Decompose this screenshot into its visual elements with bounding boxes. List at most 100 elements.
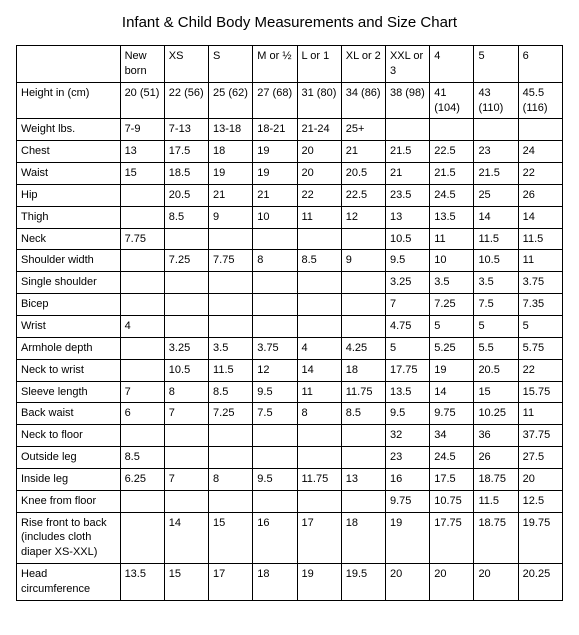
cell — [209, 272, 253, 294]
cell: 9 — [341, 250, 385, 272]
cell: 4 — [120, 315, 164, 337]
cell: 18.5 — [164, 163, 208, 185]
cell: 5.75 — [518, 337, 562, 359]
cell: 22.5 — [430, 141, 474, 163]
page-title: Infant & Child Body Measurements and Siz… — [16, 14, 563, 31]
cell: 3.25 — [385, 272, 429, 294]
cell — [385, 119, 429, 141]
row-label: Head circumference — [17, 564, 121, 601]
cell: 20.5 — [164, 184, 208, 206]
cell: 25+ — [341, 119, 385, 141]
cell: 26 — [474, 447, 518, 469]
table-row: Wrist44.75555 — [17, 315, 563, 337]
table-body: Height in (cm)20 (51)22 (56)25 (62)27 (6… — [17, 82, 563, 600]
row-label: Inside leg — [17, 468, 121, 490]
cell — [253, 490, 297, 512]
cell — [253, 425, 297, 447]
cell: 8 — [209, 468, 253, 490]
cell: 25 — [474, 184, 518, 206]
cell: 17.75 — [430, 512, 474, 564]
cell — [164, 294, 208, 316]
cell: 7.75 — [120, 228, 164, 250]
cell: 3.25 — [164, 337, 208, 359]
col-header — [17, 46, 121, 83]
row-label: Wrist — [17, 315, 121, 337]
col-header: 4 — [430, 46, 474, 83]
cell — [297, 228, 341, 250]
cell: 15.75 — [518, 381, 562, 403]
cell: 45.5 (116) — [518, 82, 562, 119]
cell — [120, 512, 164, 564]
row-label: Thigh — [17, 206, 121, 228]
cell: 9.5 — [385, 403, 429, 425]
table-row: Bicep77.257.57.35 — [17, 294, 563, 316]
cell: 5 — [474, 315, 518, 337]
cell: 8 — [164, 381, 208, 403]
cell — [209, 425, 253, 447]
col-header: M or ½ — [253, 46, 297, 83]
cell: 10.5 — [474, 250, 518, 272]
cell: 10 — [253, 206, 297, 228]
cell: 23.5 — [385, 184, 429, 206]
cell: 23 — [385, 447, 429, 469]
row-label: Shoulder width — [17, 250, 121, 272]
col-header: S — [209, 46, 253, 83]
cell: 21.5 — [430, 163, 474, 185]
cell: 4.75 — [385, 315, 429, 337]
cell — [297, 315, 341, 337]
table-row: Outside leg8.52324.52627.5 — [17, 447, 563, 469]
cell: 7 — [120, 381, 164, 403]
table-row: Sleeve length788.59.51111.7513.5141515.7… — [17, 381, 563, 403]
cell — [120, 206, 164, 228]
cell: 20 (51) — [120, 82, 164, 119]
col-header: 6 — [518, 46, 562, 83]
cell — [120, 359, 164, 381]
cell: 22 (56) — [164, 82, 208, 119]
table-row: Thigh8.591011121313.51414 — [17, 206, 563, 228]
cell: 19.5 — [341, 564, 385, 601]
row-label: Chest — [17, 141, 121, 163]
cell: 7.25 — [164, 250, 208, 272]
cell: 11.5 — [474, 228, 518, 250]
cell: 5 — [385, 337, 429, 359]
cell — [209, 294, 253, 316]
cell: 20 — [385, 564, 429, 601]
cell: 11 — [297, 206, 341, 228]
row-label: Sleeve length — [17, 381, 121, 403]
cell: 11.75 — [341, 381, 385, 403]
cell: 11 — [297, 381, 341, 403]
cell: 13.5 — [120, 564, 164, 601]
cell — [253, 294, 297, 316]
cell — [297, 294, 341, 316]
row-label: Armhole depth — [17, 337, 121, 359]
cell: 19 — [430, 359, 474, 381]
cell — [120, 294, 164, 316]
cell: 7.25 — [430, 294, 474, 316]
cell: 20.5 — [341, 163, 385, 185]
cell: 6.25 — [120, 468, 164, 490]
cell: 34 — [430, 425, 474, 447]
cell: 13.5 — [385, 381, 429, 403]
cell — [164, 490, 208, 512]
row-label: Waist — [17, 163, 121, 185]
cell: 14 — [164, 512, 208, 564]
cell: 36 — [474, 425, 518, 447]
cell: 11 — [430, 228, 474, 250]
cell: 7 — [164, 468, 208, 490]
table-row: Hip20.521212222.523.524.52526 — [17, 184, 563, 206]
cell: 15 — [474, 381, 518, 403]
cell: 21.5 — [474, 163, 518, 185]
cell: 4 — [297, 337, 341, 359]
table-row: Single shoulder3.253.53.53.75 — [17, 272, 563, 294]
row-label: Knee from floor — [17, 490, 121, 512]
cell: 13 — [385, 206, 429, 228]
cell: 17 — [209, 564, 253, 601]
row-label: Back waist — [17, 403, 121, 425]
table-row: Inside leg6.25789.511.75131617.518.7520 — [17, 468, 563, 490]
cell: 14 — [518, 206, 562, 228]
cell: 10 — [430, 250, 474, 272]
cell: 22 — [297, 184, 341, 206]
col-header: XS — [164, 46, 208, 83]
cell: 41 (104) — [430, 82, 474, 119]
cell: 24.5 — [430, 447, 474, 469]
